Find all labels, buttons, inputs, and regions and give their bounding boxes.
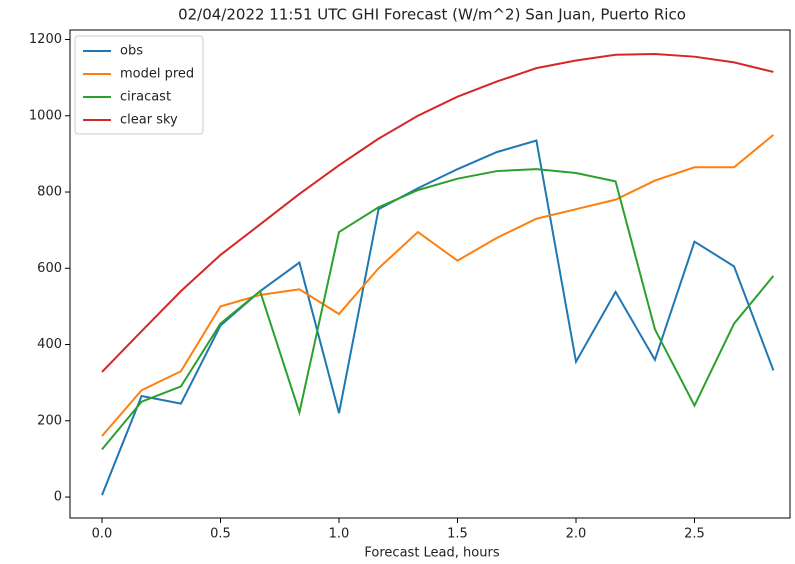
plot-frame: [69, 29, 791, 519]
x-tick-label: 1.5: [447, 527, 468, 542]
legend-label: clear sky: [120, 113, 178, 128]
y-tick-label: 800: [37, 185, 62, 200]
y-tick-label: 0: [54, 490, 62, 505]
x-tick-label: 0.0: [92, 527, 113, 542]
series-line: [101, 134, 775, 437]
x-tick-label: 2.0: [566, 527, 587, 542]
y-tick-label: 1000: [29, 108, 62, 123]
x-tick-label: 1.0: [329, 527, 350, 542]
y-tick-label: 600: [37, 261, 62, 276]
y-tick-label: 400: [37, 337, 62, 352]
legend-label: ciracast: [120, 90, 171, 105]
y-tick-label: 200: [37, 413, 62, 428]
legend-label: obs: [120, 44, 143, 59]
x-axis-label: Forecast Lead, hours: [364, 546, 499, 561]
x-tick-label: 0.5: [210, 527, 231, 542]
legend-box: [74, 35, 204, 135]
series-line: [101, 168, 775, 451]
legend-label: model pred: [120, 67, 194, 82]
series-line: [101, 53, 774, 373]
chart-title: 02/04/2022 11:51 UTC GHI Forecast (W/m^2…: [178, 6, 686, 24]
x-tick-label: 2.5: [684, 527, 705, 542]
y-tick-label: 1200: [29, 32, 62, 47]
